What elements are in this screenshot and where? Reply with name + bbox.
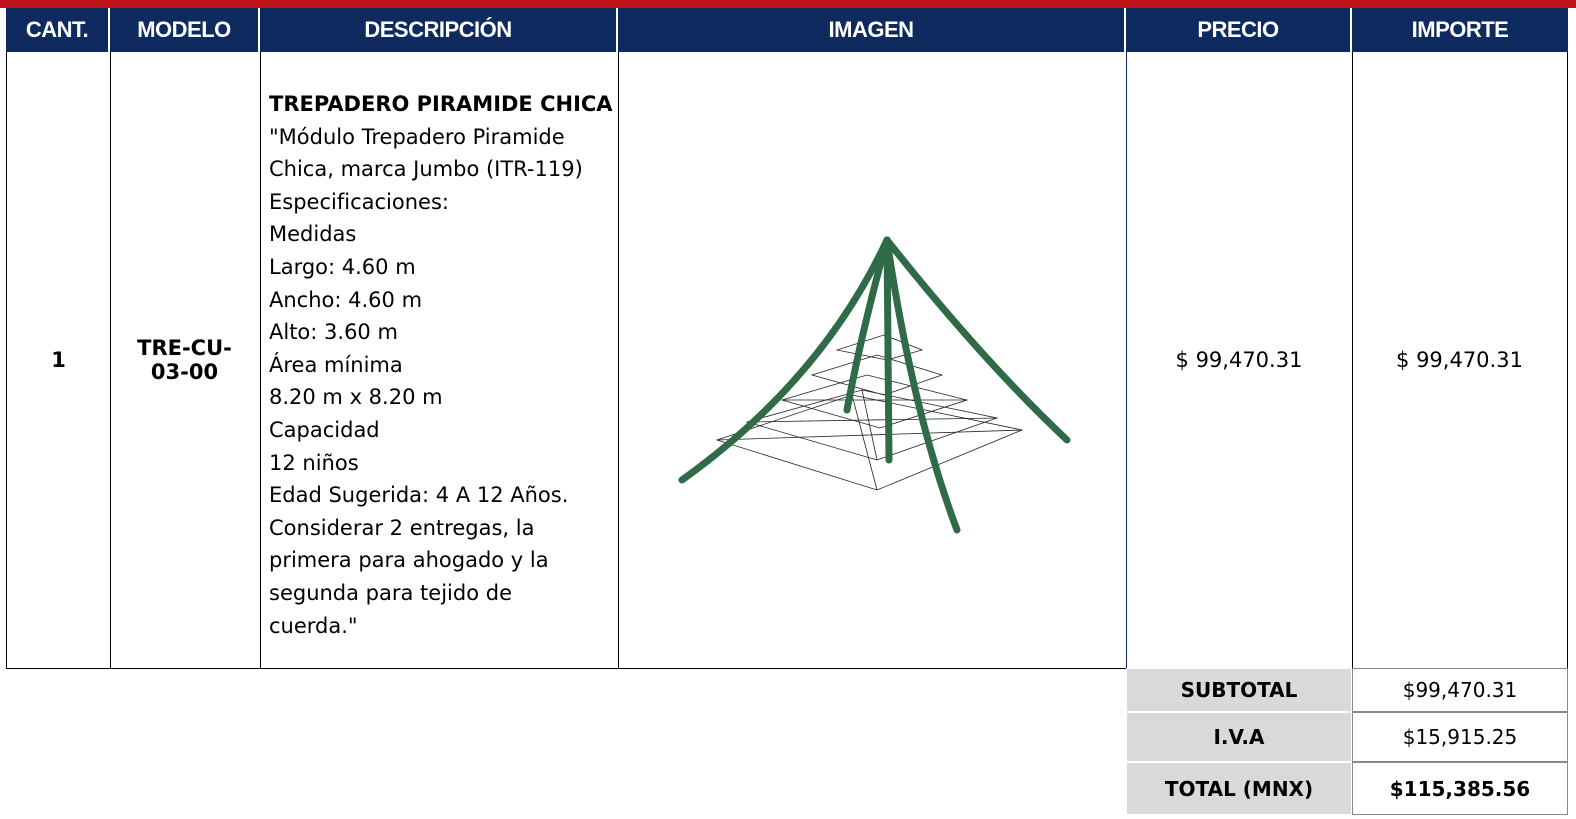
column-header: DESCRIPCIÓN bbox=[260, 8, 618, 52]
description-line: cuerda." bbox=[269, 613, 358, 638]
price: $ 99,470.31 bbox=[1126, 52, 1353, 669]
description-line: Especificaciones: bbox=[269, 189, 449, 214]
total-value: $99,470.31 bbox=[1352, 668, 1568, 712]
description-line: 8.20 m x 8.20 m bbox=[269, 385, 443, 410]
description-line: segunda para tejido de bbox=[269, 580, 512, 605]
column-header: IMPORTE bbox=[1352, 8, 1568, 52]
description-line: Alto: 3.60 m bbox=[269, 320, 398, 345]
column-header: PRECIO bbox=[1126, 8, 1352, 52]
model: TRE-CU-03-00 bbox=[109, 52, 261, 669]
column-header: IMAGEN bbox=[618, 8, 1126, 52]
description-line: Medidas bbox=[269, 222, 357, 247]
product-image bbox=[678, 236, 1070, 534]
description-line: Considerar 2 entregas, la bbox=[269, 515, 535, 540]
column-header: CANT. bbox=[6, 8, 110, 52]
total-label: TOTAL (MNX) bbox=[1126, 762, 1352, 815]
image-cell bbox=[617, 52, 1127, 669]
quantity: 1 bbox=[6, 52, 111, 669]
description-line: Ancho: 4.60 m bbox=[269, 287, 423, 312]
description-line: "Módulo Trepadero Piramide bbox=[269, 124, 565, 149]
total-value: $115,385.56 bbox=[1352, 762, 1568, 815]
description-title: TREPADERO PIRAMIDE CHICA bbox=[269, 92, 613, 116]
description-line: Capacidad bbox=[269, 417, 380, 442]
description-line: 12 niños bbox=[269, 450, 359, 475]
description-line: Largo: 4.60 m bbox=[269, 254, 416, 279]
description-body: "Módulo Trepadero Piramide Chica, marca J… bbox=[269, 121, 618, 643]
total-label: I.V.A bbox=[1126, 712, 1352, 762]
description-line: Edad Sugerida: 4 A 12 Años. bbox=[269, 483, 569, 508]
top-bar bbox=[0, 0, 1576, 8]
total-label: SUBTOTAL bbox=[1126, 668, 1352, 712]
amount: $ 99,470.31 bbox=[1352, 52, 1568, 669]
total-value: $15,915.25 bbox=[1352, 712, 1568, 762]
description-line: Chica, marca Jumbo (ITR-119) bbox=[269, 157, 583, 182]
column-header: MODELO bbox=[110, 8, 260, 52]
description-line: Área mínima bbox=[269, 352, 403, 377]
description-line: primera para ahogado y la bbox=[269, 548, 549, 573]
description: TREPADERO PIRAMIDE CHICA "Módulo Trepade… bbox=[259, 52, 619, 669]
